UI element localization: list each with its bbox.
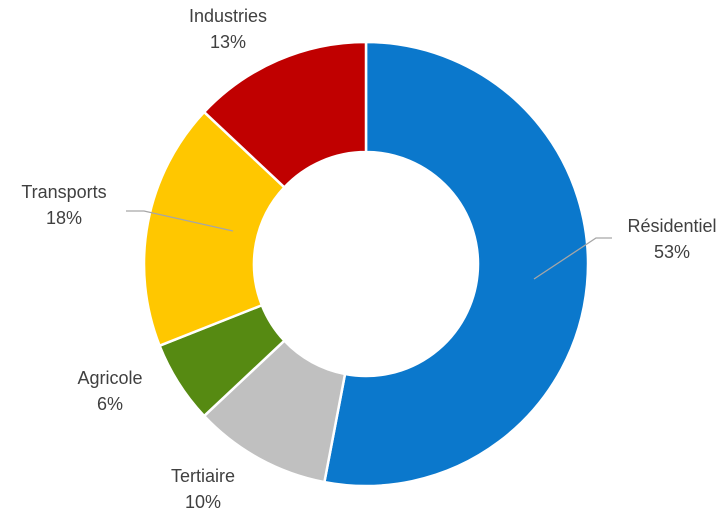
category-label-transports: Transports bbox=[21, 182, 106, 202]
slice-industries bbox=[202, 40, 368, 190]
value-label-agricole: 6% bbox=[97, 394, 123, 414]
category-label-tertiaire: Tertiaire bbox=[171, 466, 235, 486]
value-label-residentiel: 53% bbox=[654, 242, 690, 262]
leader-line-transports bbox=[126, 210, 234, 232]
leader-line-residentiel bbox=[533, 237, 612, 280]
category-label-residentiel: Résidentiel bbox=[627, 216, 716, 236]
leader-lines-group bbox=[126, 210, 612, 280]
value-label-tertiaire: 10% bbox=[185, 492, 221, 512]
value-label-transports: 18% bbox=[46, 208, 82, 228]
data-labels-group: Résidentiel 53% Tertiaire 10% Agricole 6% Tran… bbox=[21, 6, 716, 512]
slices-group bbox=[142, 40, 590, 488]
slice-transports bbox=[142, 110, 287, 348]
category-label-industries: Industries bbox=[189, 6, 267, 26]
slice-residentiel bbox=[322, 40, 590, 488]
value-label-industries: 13% bbox=[210, 32, 246, 52]
category-label-agricole: Agricole bbox=[77, 368, 142, 388]
